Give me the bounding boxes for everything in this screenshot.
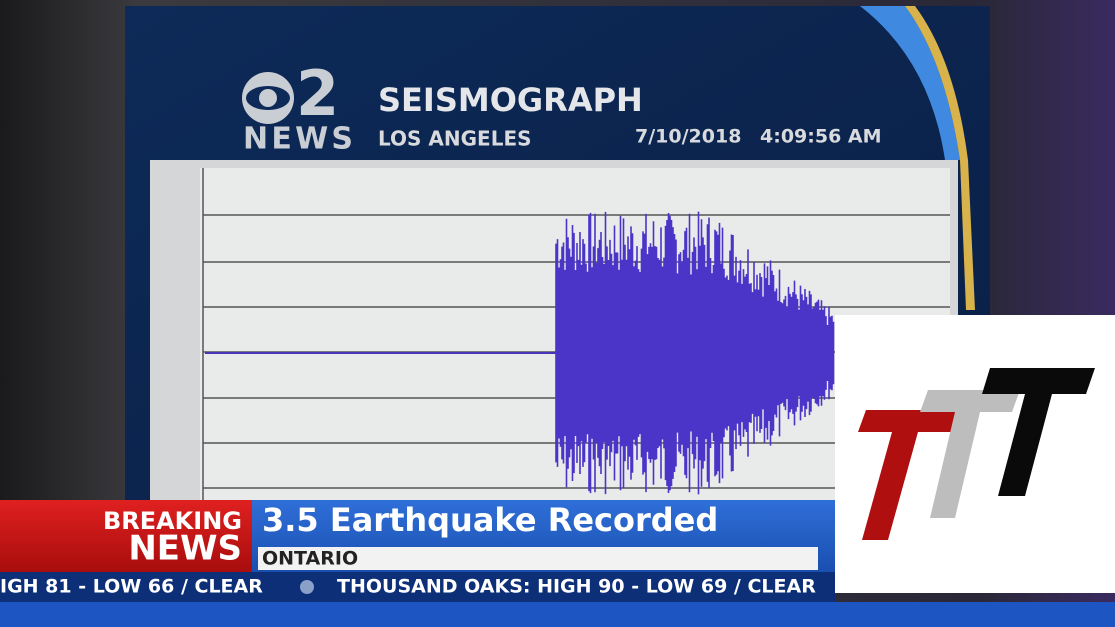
news-label: NEWS	[128, 529, 242, 569]
waveform	[555, 211, 835, 495]
watermark-t-black	[982, 368, 1095, 496]
watermark-t-red	[858, 410, 960, 540]
watermark-box	[835, 315, 1115, 593]
cbs-pupil	[259, 89, 277, 107]
location: LOS ANGELES	[378, 127, 532, 151]
ticker-bar	[0, 572, 835, 602]
logo-text: NEWS	[243, 122, 353, 157]
bottom-strip	[0, 602, 1115, 627]
panel-swoosh	[860, 6, 960, 160]
ticker-item: IGH 81 - LOW 66 / CLEAR	[0, 576, 263, 598]
panel-swoosh-gold	[905, 6, 975, 310]
logo-number: 2	[296, 57, 339, 130]
ticker-separator	[300, 580, 314, 594]
ticker-item: THOUSAND OAKS: HIGH 90 - LOW 69 / CLEAR	[337, 576, 816, 598]
time: 4:09:56 AM	[760, 126, 882, 148]
location-bar	[258, 547, 818, 570]
lower-location: ONTARIO	[262, 548, 358, 570]
date: 7/10/2018	[635, 126, 741, 148]
headline: 3.5 Earthquake Recorded	[262, 501, 718, 539]
waveform-group	[205, 211, 835, 495]
breaking-label: BREAKING	[103, 507, 242, 535]
title: SEISMOGRAPH	[378, 81, 643, 119]
breaking-box	[0, 500, 252, 572]
watermark-t-gray	[920, 390, 1020, 518]
